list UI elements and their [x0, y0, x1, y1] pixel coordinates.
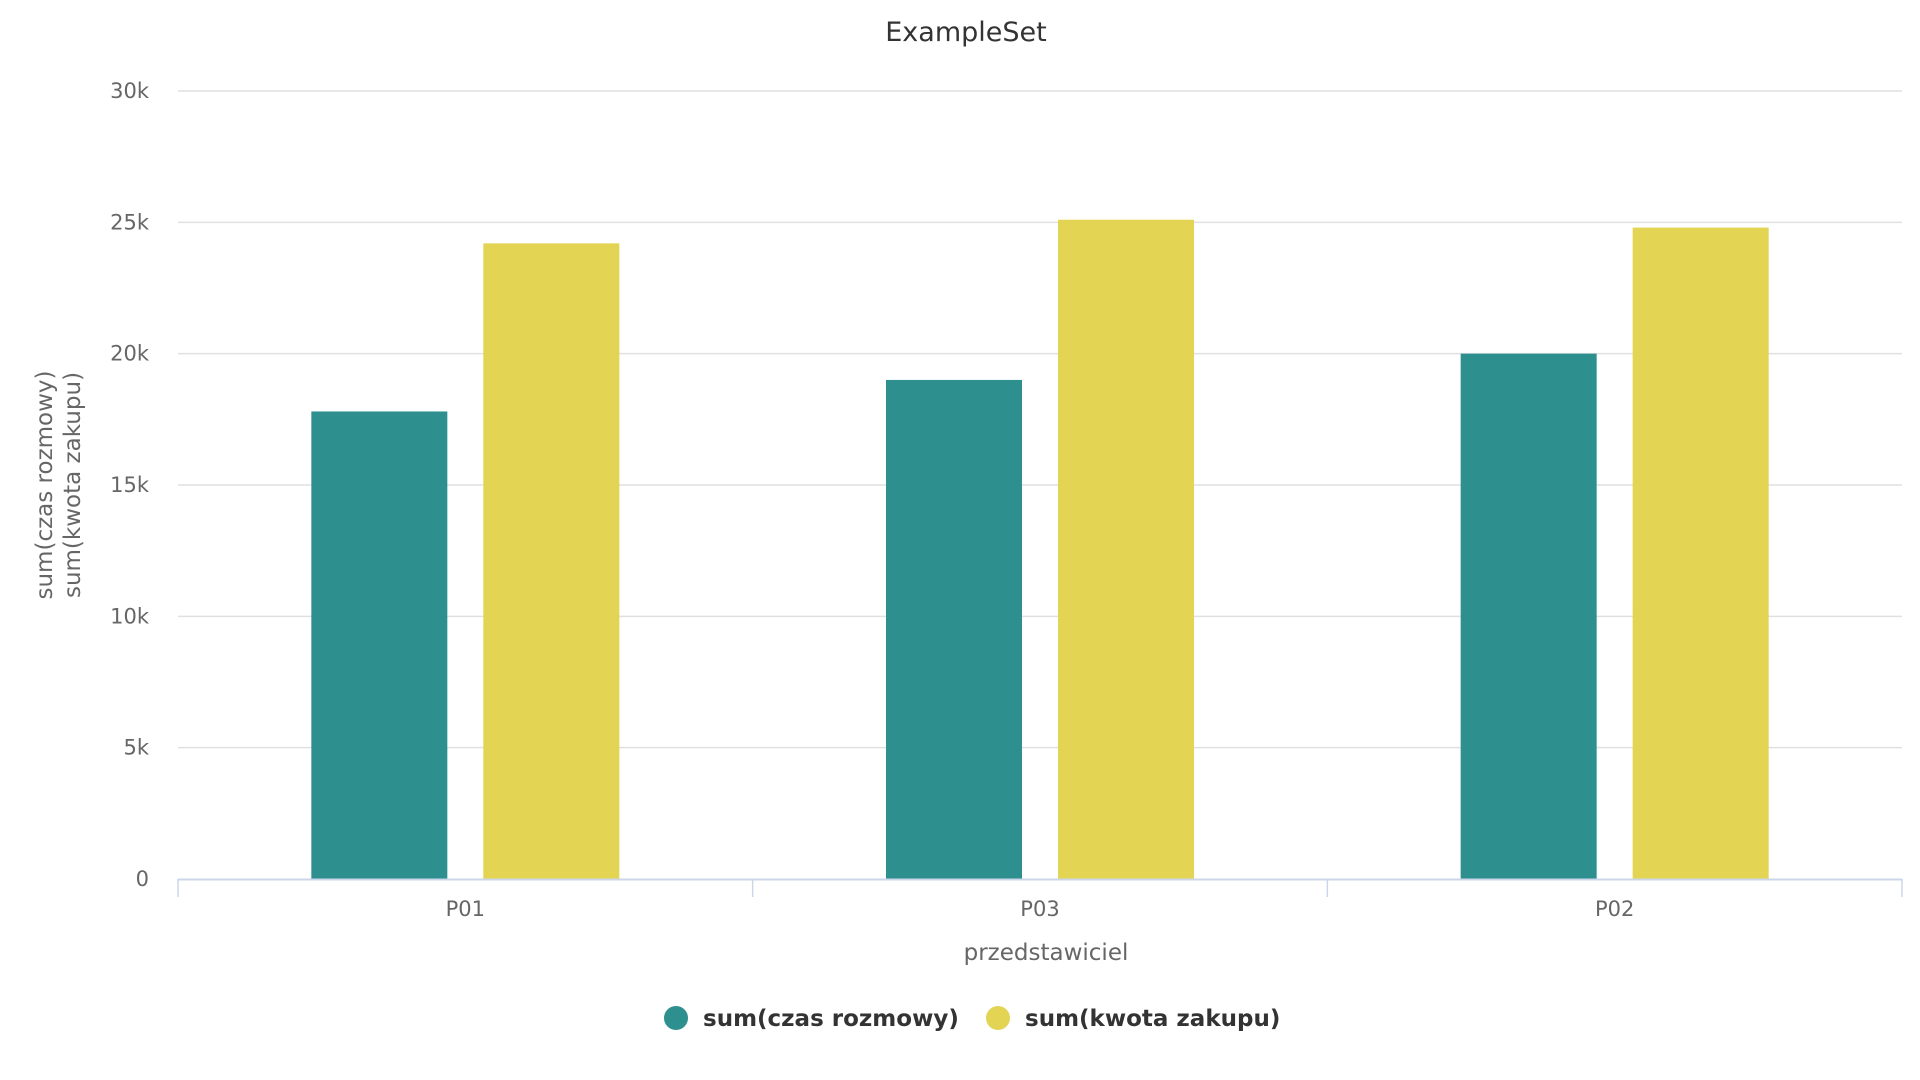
chart-title: ExampleSet — [885, 17, 1046, 48]
y-tick-label: 10k — [110, 604, 150, 628]
x-tick-label: P02 — [1595, 897, 1634, 921]
bar-kwota-zakupu-p02[interactable] — [1632, 227, 1769, 879]
x-axis: P01 P03 P02 — [177, 878, 1903, 921]
legend: sum(czas rozmowy) sum(kwota zakupu) — [664, 1006, 1280, 1032]
x-tick-label: P01 — [446, 897, 485, 921]
legend-item-czas-rozmowy[interactable]: sum(czas rozmowy) — [664, 1006, 959, 1032]
y-tick-label: 15k — [110, 473, 150, 497]
y-axis-title: sum(czas rozmowy) sum(kwota zakupu) — [32, 370, 86, 599]
bar-kwota-zakupu-p01[interactable] — [483, 243, 620, 879]
x-axis-title: przedstawiciel — [964, 940, 1129, 966]
y-tick-label: 30k — [110, 79, 150, 103]
bar-kwota-zakupu-p03[interactable] — [1058, 219, 1194, 879]
bar-czas-rozmowy-p03[interactable] — [886, 379, 1022, 879]
y-axis-ticks: 0 5k 10k 15k 20k 25k 30k — [110, 79, 150, 891]
y-axis-title-line: sum(czas rozmowy) — [32, 370, 58, 599]
bars — [311, 219, 1769, 880]
y-axis-title-line: sum(kwota zakupu) — [60, 372, 86, 598]
x-tick-label: P03 — [1020, 897, 1059, 921]
legend-label: sum(czas rozmowy) — [703, 1006, 959, 1032]
gridlines — [178, 90, 1902, 749]
y-tick-label: 25k — [110, 210, 150, 234]
bar-czas-rozmowy-p01[interactable] — [311, 411, 448, 879]
bar-czas-rozmowy-p02[interactable] — [1460, 353, 1597, 880]
y-tick-label: 5k — [123, 736, 149, 760]
y-tick-label: 0 — [136, 867, 149, 891]
legend-item-kwota-zakupu[interactable]: sum(kwota zakupu) — [986, 1006, 1280, 1032]
legend-marker — [664, 1006, 688, 1030]
legend-label: sum(kwota zakupu) — [1025, 1006, 1280, 1032]
legend-marker — [986, 1006, 1010, 1030]
y-tick-label: 20k — [110, 342, 150, 366]
